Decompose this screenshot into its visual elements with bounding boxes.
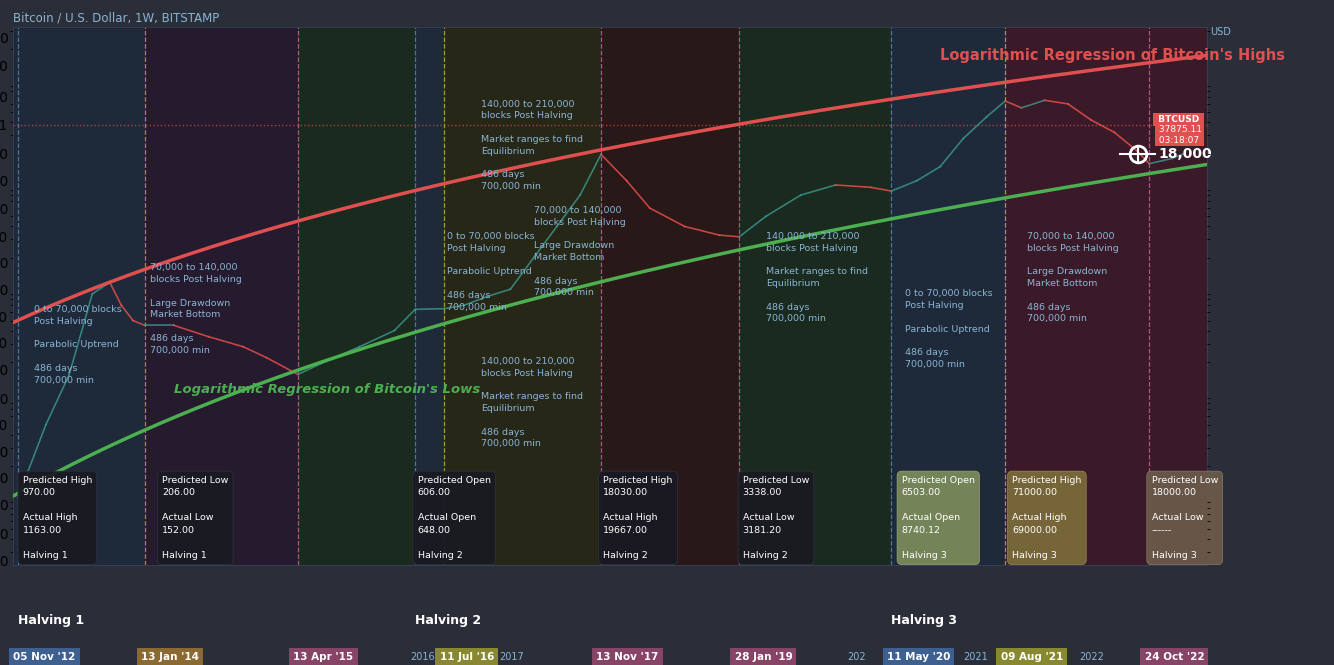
Bar (891, 27, 1006, 565)
Text: 2016: 2016 (411, 652, 435, 662)
Text: Bitcoin / U.S. Dollar, 1W, BITSTAMP: Bitcoin / U.S. Dollar, 1W, BITSTAMP (13, 11, 220, 24)
Text: 140,000 to 210,000
blocks Post Halving

Market ranges to find
Equilibrium

486 d: 140,000 to 210,000 blocks Post Halving M… (482, 100, 583, 191)
Text: Halving 2: Halving 2 (415, 614, 482, 626)
Text: 18,000: 18,000 (1158, 146, 1213, 161)
Text: 09 Aug '21: 09 Aug '21 (1000, 652, 1063, 662)
Bar (602, 27, 739, 565)
Bar (1149, 27, 1207, 565)
Text: 05 Nov '12: 05 Nov '12 (13, 652, 76, 662)
Text: 28 Jan '19: 28 Jan '19 (735, 652, 792, 662)
Text: BTCUSD: BTCUSD (1155, 115, 1202, 124)
Text: 0 to 70,000 blocks
Post Halving

Parabolic Uptrend

486 days
700,000 min: 0 to 70,000 blocks Post Halving Paraboli… (447, 232, 534, 312)
Text: Predicted Low
18000.00

Actual Low
------

Halving 3: Predicted Low 18000.00 Actual Low ------… (1151, 476, 1218, 560)
Text: Predicted Open
6503.00

Actual Open
8740.12

Halving 3: Predicted Open 6503.00 Actual Open 8740.… (902, 476, 975, 560)
Text: 70,000 to 140,000
blocks Post Halving

Large Drawdown
Market Bottom

486 days
70: 70,000 to 140,000 blocks Post Halving La… (1027, 232, 1119, 323)
Text: 2017: 2017 (499, 652, 523, 662)
Text: Predicted High
970.00

Actual High
1163.00

Halving 1: Predicted High 970.00 Actual High 1163.0… (23, 476, 92, 560)
Text: 24 Oct '22: 24 Oct '22 (1145, 652, 1205, 662)
Text: 140,000 to 210,000
blocks Post Halving

Market ranges to find
Equilibrium

486 d: 140,000 to 210,000 blocks Post Halving M… (766, 232, 868, 323)
Text: Predicted Low
206.00

Actual Low
152.00

Halving 1: Predicted Low 206.00 Actual Low 152.00 H… (161, 476, 228, 560)
Text: 11 May '20: 11 May '20 (887, 652, 950, 662)
Bar (739, 27, 891, 565)
Text: 70,000 to 140,000
blocks Post Halving

Large Drawdown
Market Bottom

486 days
70: 70,000 to 140,000 blocks Post Halving La… (534, 205, 626, 297)
Text: USD: USD (1210, 27, 1230, 37)
Text: 70,000 to 140,000
blocks Post Halving

Large Drawdown
Market Bottom

486 days
70: 70,000 to 140,000 blocks Post Halving La… (151, 263, 243, 354)
Text: Halving 1: Halving 1 (17, 614, 84, 626)
Text: 202: 202 (847, 652, 866, 662)
Text: Predicted Low
3338.00

Actual Low
3181.20

Halving 2: Predicted Low 3338.00 Actual Low 3181.20… (743, 476, 810, 560)
Text: Predicted High
71000.00

Actual High
69000.00

Halving 3: Predicted High 71000.00 Actual High 6900… (1013, 476, 1082, 560)
Text: 0 to 70,000 blocks
Post Halving

Parabolic Uptrend

486 days
700,000 min: 0 to 70,000 blocks Post Halving Paraboli… (35, 305, 121, 384)
Text: 2022: 2022 (1079, 652, 1105, 662)
Text: Predicted Open
606.00

Actual Open
648.00

Halving 2: Predicted Open 606.00 Actual Open 648.00… (418, 476, 491, 560)
Text: 11 Jul '16: 11 Jul '16 (440, 652, 494, 662)
Text: 2021: 2021 (963, 652, 988, 662)
Text: 37875.11
 03:18:07: 37875.11 03:18:07 (1157, 126, 1202, 145)
Text: Logarithmic Regression of Bitcoin's Highs: Logarithmic Regression of Bitcoin's High… (940, 48, 1285, 63)
Text: 0 to 70,000 blocks
Post Halving

Parabolic Uptrend

486 days
700,000 min: 0 to 70,000 blocks Post Halving Paraboli… (906, 289, 992, 369)
Text: Halving 3: Halving 3 (891, 614, 958, 626)
Bar (415, 27, 444, 565)
Bar (144, 27, 297, 565)
Bar (297, 27, 415, 565)
Text: Logarithmic Regression of Bitcoin's Lows: Logarithmic Regression of Bitcoin's Lows (173, 383, 480, 396)
Text: Predicted High
18030.00

Actual High
19667.00

Halving 2: Predicted High 18030.00 Actual High 1966… (603, 476, 672, 560)
Text: 13 Nov '17: 13 Nov '17 (596, 652, 659, 662)
Text: 140,000 to 210,000
blocks Post Halving

Market ranges to find
Equilibrium

486 d: 140,000 to 210,000 blocks Post Halving M… (482, 357, 583, 448)
Text: 13 Jan '14: 13 Jan '14 (141, 652, 199, 662)
Bar (444, 27, 602, 565)
Bar (1006, 27, 1149, 565)
Bar (13, 27, 144, 565)
Text: 13 Apr '15: 13 Apr '15 (293, 652, 354, 662)
